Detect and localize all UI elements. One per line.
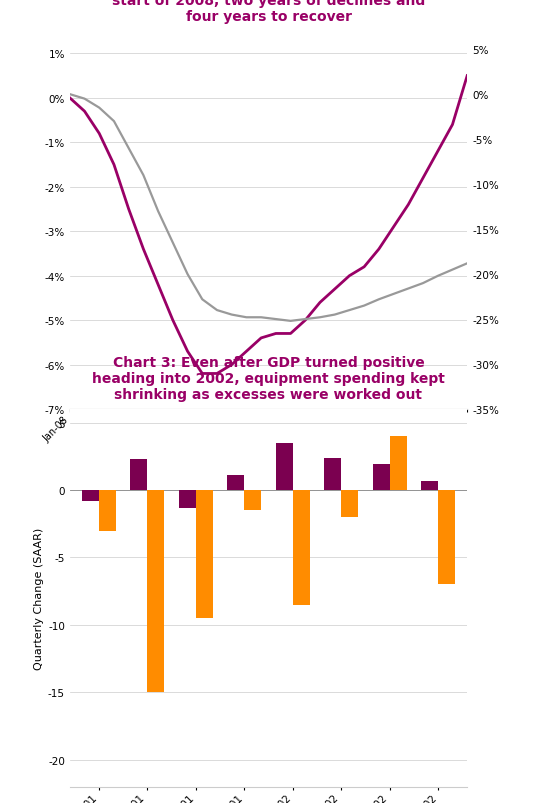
Bar [390,437,407,491]
Legend: Total US Employment, Construction Employment (right): Total US Employment, Construction Employ… [71,520,433,539]
Bar [293,491,310,605]
Bar [276,443,293,491]
Bar [82,491,99,501]
Bar [373,465,390,491]
Bar [324,458,341,491]
Bar [227,475,244,491]
Bar [341,491,358,517]
Bar [130,459,147,491]
Bar [179,491,196,508]
Bar [147,491,164,692]
Title: Chart 3: Even after GDP turned positive
heading into 2002, equipment spending ke: Chart 3: Even after GDP turned positive … [92,355,445,402]
Bar [244,491,261,511]
Y-axis label: Quarterly Change (SAAR): Quarterly Change (SAAR) [34,528,44,669]
Bar [99,491,116,531]
Title: Chart 2: % decline in employment from
start of 2008, two years of declines and
f: Chart 2: % decline in employment from st… [112,0,425,24]
Bar [438,491,455,585]
Bar [421,481,438,491]
Bar [196,491,213,618]
